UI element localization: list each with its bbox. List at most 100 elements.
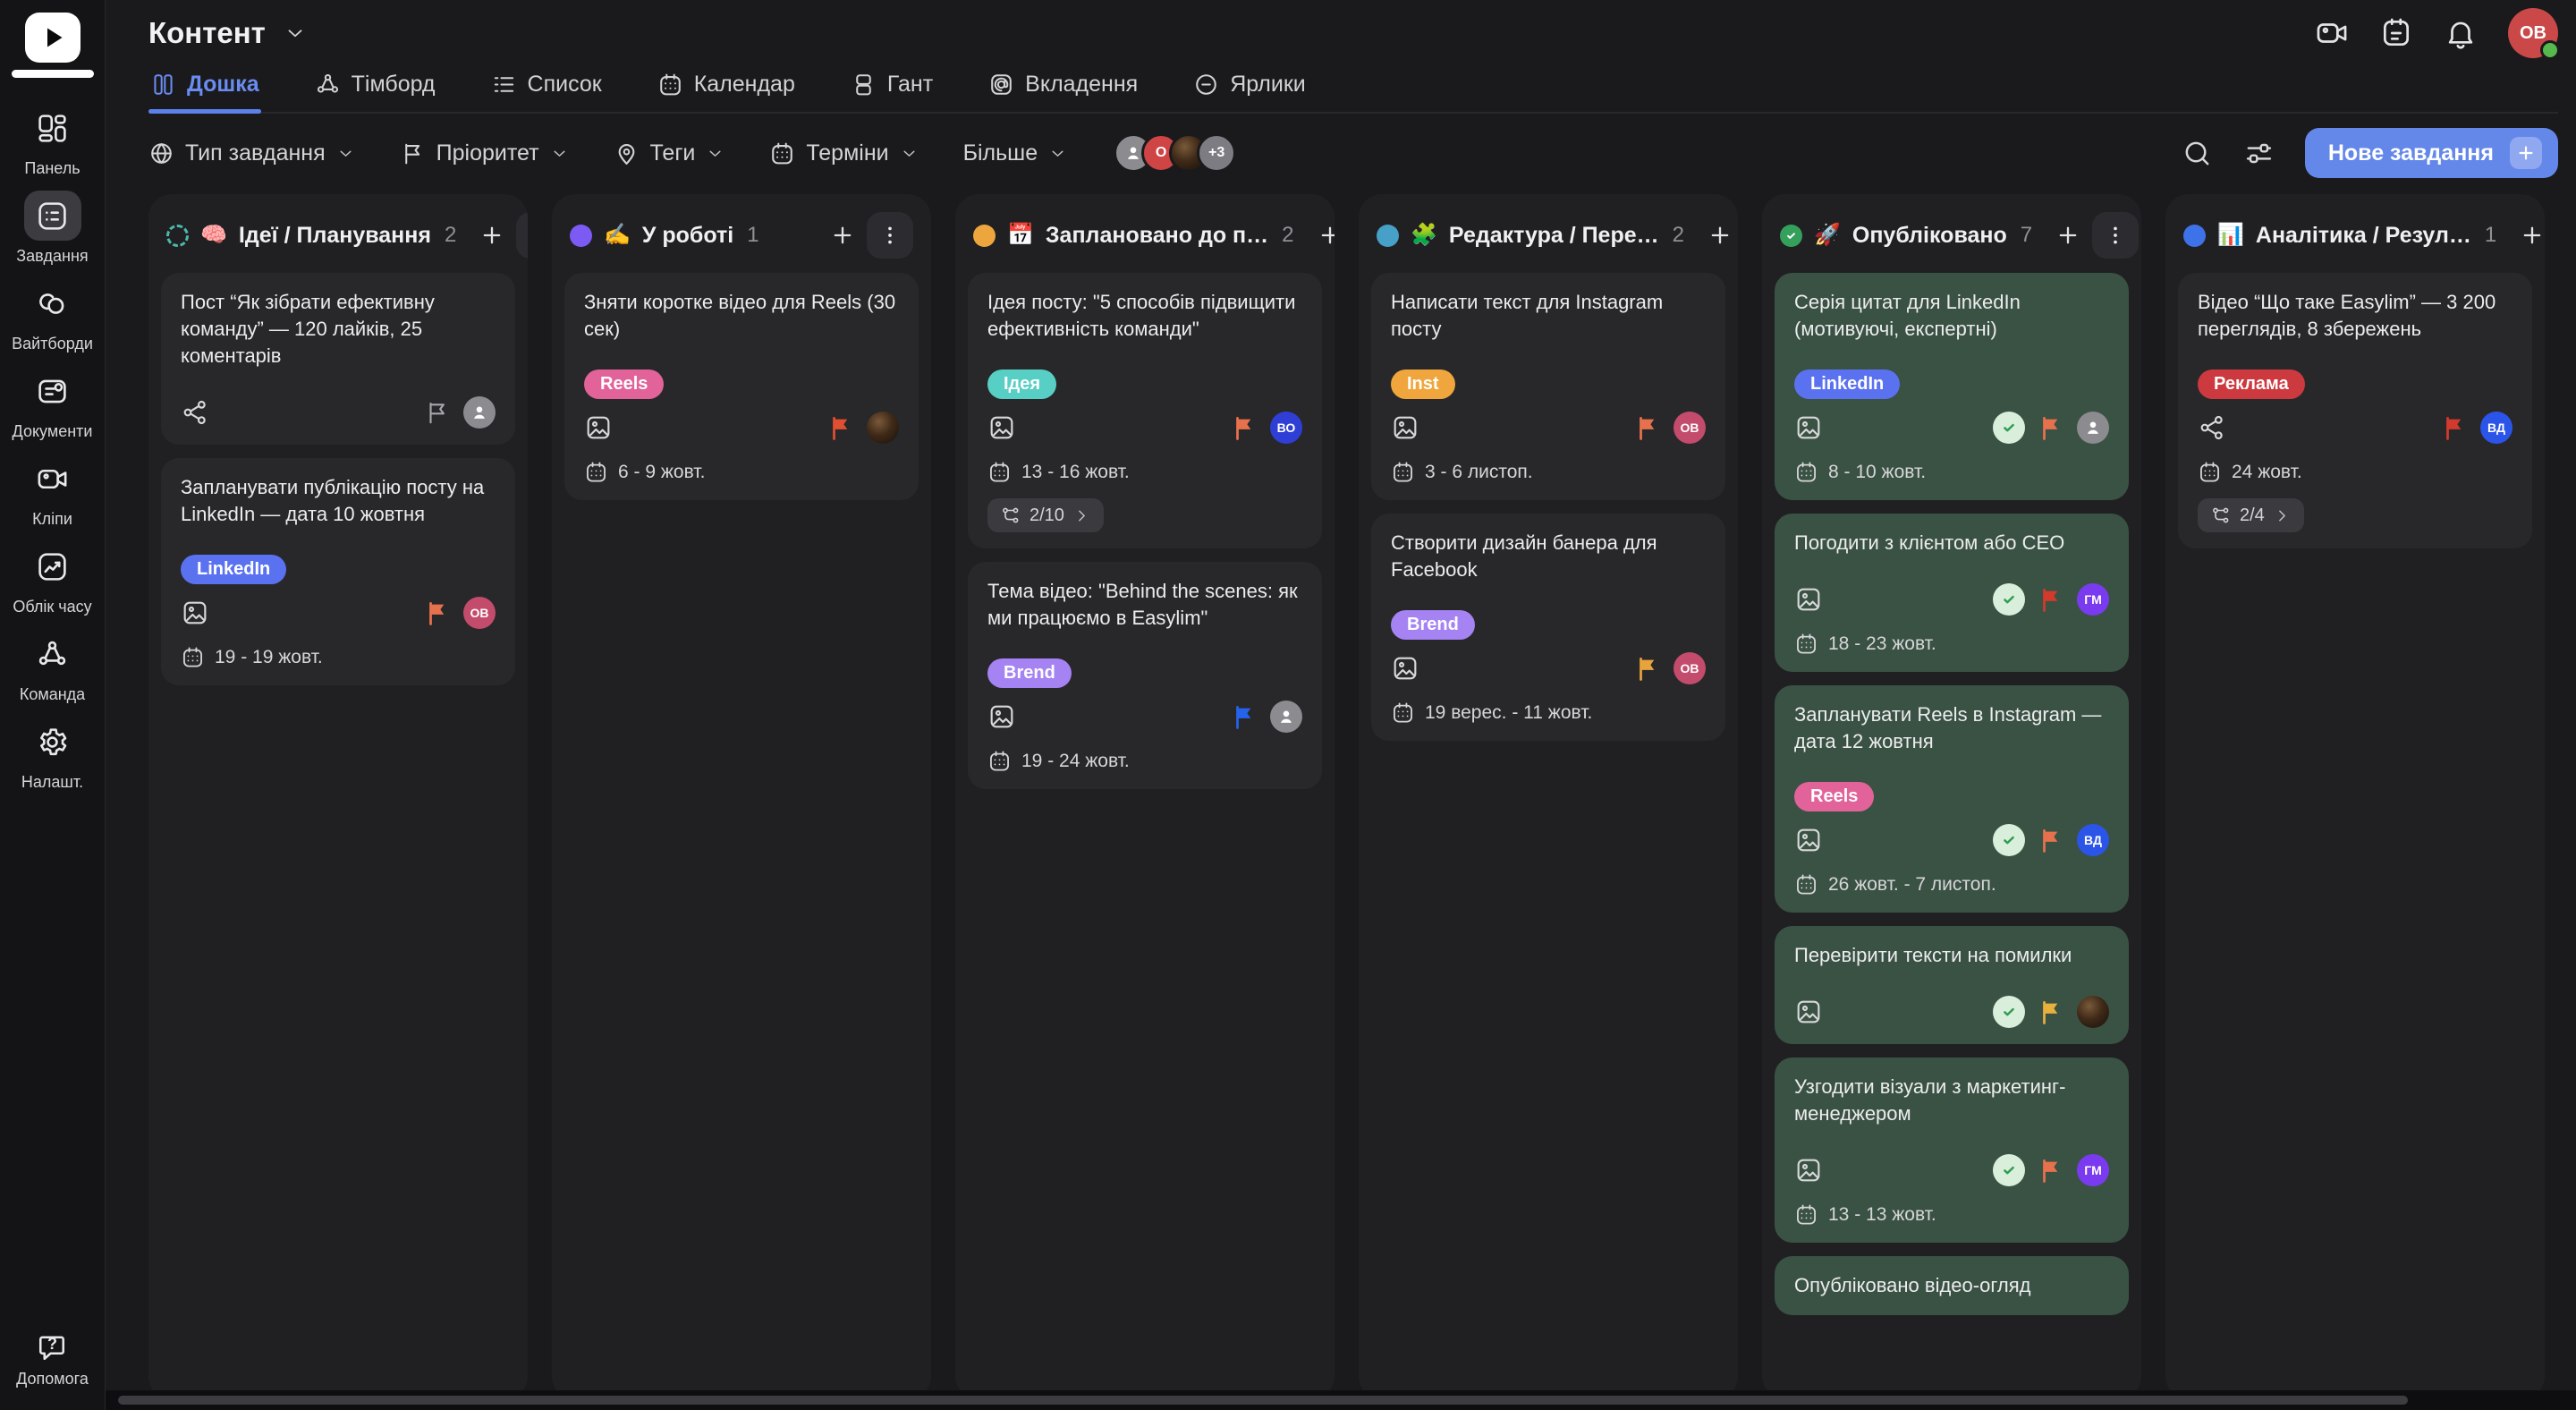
avatar-more-count: +3 bbox=[1197, 133, 1237, 173]
filter-tags[interactable]: Теги bbox=[614, 140, 725, 166]
people-network-icon bbox=[315, 72, 341, 98]
date-text: 26 жовт. - 7 листоп. bbox=[1828, 873, 1996, 895]
sidebar-item-dashboard[interactable]: Панель bbox=[0, 103, 105, 178]
image-icon bbox=[1391, 413, 1419, 442]
sidebar-item-time-tracking[interactable]: Облік часу bbox=[0, 541, 105, 616]
tab-attachments[interactable]: Вкладення bbox=[987, 68, 1140, 112]
task-card[interactable]: Відео “Що таке Easylim” — 3 200 перегляд… bbox=[2178, 273, 2532, 548]
filter-label: Терміни bbox=[806, 140, 889, 166]
task-card[interactable]: Перевірити тексти на помилки bbox=[1775, 926, 2129, 1044]
view-settings-button[interactable] bbox=[2243, 138, 2275, 169]
sidebar-item-tasks[interactable]: Завдання bbox=[0, 191, 105, 266]
add-card-button[interactable] bbox=[1707, 223, 1733, 248]
filter-more[interactable]: Більше bbox=[963, 140, 1068, 166]
subtasks-badge[interactable]: 2/10 bbox=[987, 498, 1104, 532]
sidebar-item-label: Допомога bbox=[16, 1370, 89, 1388]
calendar-emoji: 📅 bbox=[1007, 223, 1034, 247]
priority-flag-icon bbox=[1634, 414, 1661, 441]
main-area: Контент ОВ Дошка Тімборд bbox=[106, 0, 2576, 1410]
calendar-icon bbox=[1794, 1202, 1818, 1227]
card-footer bbox=[1794, 412, 2109, 444]
sidebar-item-team[interactable]: Команда bbox=[0, 629, 105, 704]
video-camera-icon bbox=[2315, 16, 2349, 50]
plus-icon bbox=[2520, 223, 2545, 248]
tab-labels[interactable]: Ярлики bbox=[1191, 68, 1308, 112]
date-range: 18 - 23 жовт. bbox=[1794, 632, 2109, 656]
sidebar-item-whiteboards[interactable]: Вайтборди bbox=[0, 278, 105, 353]
kebab-menu-icon bbox=[878, 224, 902, 247]
project-switcher-chevron[interactable] bbox=[278, 21, 312, 46]
column-header: 🧠 Ідеї / Планування 2 bbox=[161, 205, 528, 273]
calendar-icon bbox=[2198, 460, 2222, 484]
video-call-button[interactable] bbox=[2315, 16, 2349, 50]
notes-button[interactable] bbox=[2379, 16, 2413, 50]
add-card-button[interactable] bbox=[2055, 223, 2080, 248]
chevron-down-icon bbox=[706, 144, 724, 163]
search-button[interactable] bbox=[2182, 138, 2213, 169]
filter-deadlines[interactable]: Терміни bbox=[769, 140, 918, 166]
task-card[interactable]: Зняти коротке відео для Reels (30 сек) R… bbox=[564, 273, 919, 500]
task-card[interactable]: Тема відео: "Behind the scenes: як ми пр… bbox=[968, 562, 1322, 789]
subtasks-count: 2/4 bbox=[2240, 505, 2265, 525]
calendar-icon bbox=[1391, 701, 1415, 725]
task-card[interactable]: Запланувати публікацію посту на LinkedIn… bbox=[161, 458, 515, 685]
sidebar-item-label: Кліпи bbox=[32, 510, 72, 528]
tab-gantt[interactable]: Гант bbox=[849, 68, 935, 112]
subtasks-badge[interactable]: 2/4 bbox=[2198, 498, 2304, 532]
tab-board[interactable]: Дошка bbox=[148, 68, 261, 114]
tab-list[interactable]: Список bbox=[489, 68, 604, 112]
task-card[interactable]: Серія цитат для LinkedIn (мотивуючі, екс… bbox=[1775, 273, 2129, 500]
filter-label: Більше bbox=[962, 140, 1038, 166]
new-task-button[interactable]: Нове завдання bbox=[2304, 128, 2558, 178]
sidebar-item-help[interactable]: ? Допомога bbox=[16, 1331, 89, 1389]
horizontal-scrollbar[interactable] bbox=[106, 1390, 2576, 1410]
column-menu-button[interactable] bbox=[2092, 212, 2140, 259]
task-card[interactable]: Запланувати Reels в Instagram — дата 12 … bbox=[1775, 685, 2129, 913]
gear-icon bbox=[24, 717, 81, 767]
column-menu-button[interactable] bbox=[867, 212, 913, 259]
image-icon bbox=[1794, 1156, 1823, 1185]
task-card[interactable]: Написати текст для Instagram посту Inst … bbox=[1371, 273, 1725, 500]
tab-teamboard[interactable]: Тімборд bbox=[313, 68, 437, 112]
sidebar-item-documents[interactable]: Документи bbox=[0, 366, 105, 441]
share-icon bbox=[181, 398, 209, 427]
sidebar-item-clips[interactable]: Кліпи bbox=[0, 454, 105, 529]
assignee-avatar-photo bbox=[867, 412, 899, 444]
writing-hand-emoji: ✍️ bbox=[604, 223, 631, 247]
assignee-avatar bbox=[2077, 412, 2109, 444]
subtasks-icon bbox=[1000, 505, 1021, 526]
image-icon bbox=[1794, 998, 1823, 1026]
notifications-button[interactable] bbox=[2444, 16, 2478, 50]
calendar-icon bbox=[1794, 632, 1818, 656]
task-card[interactable]: Ідея посту: "5 способів підвищити ефекти… bbox=[968, 273, 1322, 548]
filter-label: Теги bbox=[649, 140, 696, 166]
column-menu-button[interactable] bbox=[516, 212, 528, 259]
sidebar-item-label: Завдання bbox=[16, 247, 89, 265]
column-header: 📊 Аналітика / Резул… 1 bbox=[2178, 205, 2532, 273]
tab-calendar[interactable]: Календар bbox=[656, 68, 797, 112]
add-card-button[interactable] bbox=[2520, 223, 2545, 248]
task-card[interactable]: Створити дизайн банера для Facebook Bren… bbox=[1371, 514, 1725, 741]
scrollbar-thumb[interactable] bbox=[118, 1396, 2408, 1405]
filter-task-type[interactable]: Тип завдання bbox=[148, 140, 355, 166]
task-card[interactable]: Опубліковано відео-огляд bbox=[1775, 1256, 2129, 1315]
user-avatar[interactable]: ОВ bbox=[2508, 8, 2560, 60]
bar-chart-emoji: 📊 bbox=[2217, 223, 2244, 247]
sidebar-item-settings[interactable]: Налашт. bbox=[0, 717, 105, 792]
assignee-avatar-group[interactable]: О +3 bbox=[1114, 133, 1237, 173]
done-check-icon bbox=[1993, 824, 2025, 856]
add-card-button[interactable] bbox=[1318, 223, 1335, 248]
add-card-button[interactable] bbox=[830, 223, 855, 248]
tag: Brend bbox=[1391, 610, 1475, 640]
online-status-dot bbox=[2540, 40, 2560, 60]
tag: Reels bbox=[1794, 782, 1875, 811]
task-card[interactable]: Пост “Як зібрати ефективну команду” — 12… bbox=[161, 273, 515, 445]
assignee-avatar: ВД bbox=[2077, 824, 2109, 856]
add-card-button[interactable] bbox=[479, 223, 504, 248]
task-card[interactable]: Узгодити візуали з маркетинг-менеджером … bbox=[1775, 1058, 2129, 1243]
sidebar-item-label: Команда bbox=[19, 685, 86, 703]
filter-priority[interactable]: Пріоритет bbox=[400, 140, 569, 166]
app-logo[interactable] bbox=[24, 13, 80, 63]
task-card[interactable]: Погодити з клієнтом або CEO ГМ 18 - 23 ж… bbox=[1775, 514, 2129, 672]
board-column-in-progress: ✍️ У роботі 1 Зняти коротке відео для Re… bbox=[552, 194, 931, 1399]
